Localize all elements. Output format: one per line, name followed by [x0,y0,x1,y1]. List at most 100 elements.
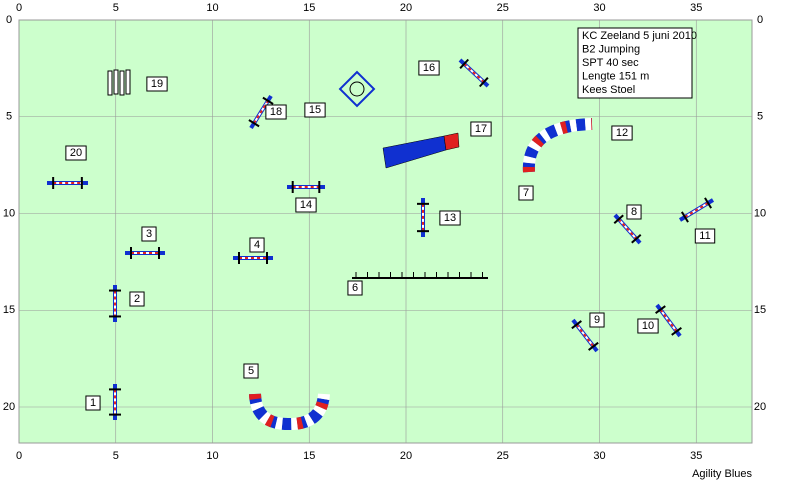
x-tick-label: 15 [303,450,315,462]
number-box [439,210,461,226]
jump-wing [262,96,274,105]
y-tick-label: 10 [754,207,766,219]
number-box [85,395,101,411]
x-tick-label: 25 [497,450,509,462]
obstacle-number: 13 [444,212,456,224]
y-tick-label: 0 [757,14,763,26]
obstacle-number: 17 [475,123,487,135]
info-box [577,27,693,99]
footer: Agility Blues [692,468,752,480]
jump-wing [459,58,470,69]
obstacle-number: 9 [594,314,600,326]
obstacle-number: 4 [254,239,260,251]
x-tick-label: 25 [497,2,509,14]
jump-wing [478,77,489,88]
number-box [418,60,440,76]
table [338,70,376,108]
jump-pole [463,63,485,83]
x-tick-label: 5 [113,450,119,462]
number-box [518,185,534,201]
x-tick-label: 0 [16,2,22,14]
jump-wing [655,305,666,315]
obstacle-number: 15 [309,104,321,116]
jump-wing [704,197,713,209]
obstacle-number: 20 [70,147,82,159]
x-tick-label: 10 [206,2,218,14]
obstacle-number: 8 [631,206,637,218]
info-line: SPT 40 sec [582,57,639,69]
info-line: KC Zeeland 5 juni 2010 [582,30,697,42]
obstacle-number: 1 [90,397,96,409]
table-center [349,81,365,97]
jump-wing [631,234,642,244]
obstacle-number: 19 [151,78,163,90]
jump-pole [253,100,269,124]
spread-jump [107,69,131,96]
obstacle-number: 6 [352,282,358,294]
number-box [589,312,605,328]
obstacle-number: 7 [523,187,529,199]
number-box [470,121,492,137]
number-box [65,145,87,161]
y-tick-label: 0 [6,14,12,26]
y-tick-label: 20 [754,401,766,413]
jump-wing [571,320,582,330]
jump-pole [575,324,595,347]
number-box [243,363,259,379]
y-tick-label: 5 [757,111,763,123]
tunnel [249,393,330,430]
number-box [347,280,363,296]
obstacles [47,58,715,430]
x-tick-label: 35 [690,450,702,462]
obstacle-number: 5 [248,365,254,377]
number-box [265,104,287,120]
tunnel-stripe [249,393,330,430]
y-tick-label: 15 [3,304,15,316]
obstacle-number: 14 [300,199,312,211]
obstacle-number: 12 [616,127,628,139]
info-line: B2 Jumping [582,43,640,55]
y-tick-label: 5 [6,111,12,123]
x-tick-label: 10 [206,450,218,462]
x-tick-label: 20 [400,2,412,14]
jump-pole [618,218,637,240]
obstacle-number: 3 [146,228,152,240]
tunnel [522,118,593,173]
jump-pole [684,202,709,218]
jump-pole [659,309,678,332]
number-box [129,291,145,307]
obstacle-number: 2 [134,293,140,305]
number-box [146,76,168,92]
x-tick-label: 0 [16,450,22,462]
jump-wing [613,214,624,224]
jump-wing [588,341,599,351]
x-tick-label: 35 [690,2,702,14]
number-box [304,102,326,118]
x-tick-label: 20 [400,450,412,462]
obstacle-number: 10 [642,320,654,332]
x-tick-label: 30 [593,450,605,462]
tunnel-stripe [522,118,593,173]
jump-wing [248,119,260,128]
obstacle-number: 11 [699,230,710,242]
x-tick-label: 5 [113,2,119,14]
obstacle-number: 18 [270,106,282,118]
x-tick-label: 15 [303,2,315,14]
y-tick-label: 10 [3,207,15,219]
number-box [295,197,317,213]
jump-wing [671,326,682,336]
obstacle-number: 16 [423,62,435,74]
chute-entry [443,132,460,151]
jump-wing [680,211,689,223]
number-box [141,226,157,242]
x-tick-label: 30 [593,2,605,14]
number-box [249,237,265,253]
number-box [694,228,716,244]
number-box [611,125,633,141]
y-tick-label: 15 [754,304,766,316]
info-line: Kees Stoel [582,84,635,96]
info-line: Lengte 151 m [582,70,649,82]
number-box [637,318,659,334]
